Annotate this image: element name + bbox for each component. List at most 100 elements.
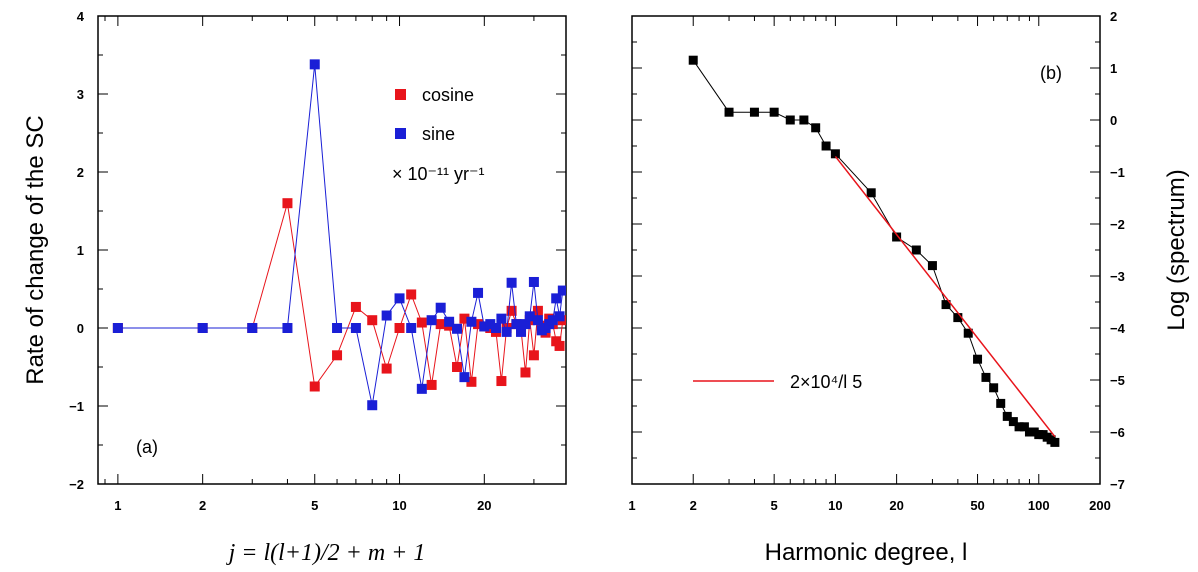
- panel-a-x-tick-labels: 1 2 5 10 20: [114, 498, 491, 513]
- panel-a: 1 2 5 10 20 −2 −1 0 1 2 3 4 cosine sine × 10⁻¹¹ yr…: [22, 9, 567, 566]
- data-point-sine: [381, 310, 392, 321]
- data-point-sine: [547, 315, 558, 326]
- series-line-spectrum: [692, 59, 1056, 443]
- legend-fit-label: 2×10⁴/l 5: [790, 372, 862, 392]
- data-point-spectrum: [1014, 422, 1024, 432]
- y-tick-label: 1: [77, 243, 84, 258]
- x-tick-label: 20: [889, 498, 903, 513]
- series-line-2-10-l-5: [834, 155, 1056, 438]
- data-point-spectrum: [911, 245, 921, 255]
- x-tick-label: 100: [1028, 498, 1050, 513]
- x-tick-label: 200: [1089, 498, 1111, 513]
- data-point-spectrum: [866, 188, 876, 198]
- data-point-sine: [459, 372, 470, 383]
- legend-sine-swatch: [395, 128, 406, 139]
- legend-sine-label: sine: [422, 124, 455, 144]
- data-point-spectrum: [1019, 422, 1029, 432]
- data-point-cosine: [532, 305, 543, 316]
- panel-b-y-axis-label: Log (spectrum): [1163, 169, 1190, 330]
- data-point-cosine: [309, 381, 320, 392]
- x-tick-label: 20: [477, 498, 491, 513]
- y-tick-label: −6: [1110, 425, 1125, 440]
- y-tick-label: −5: [1110, 373, 1125, 388]
- data-point-cosine: [466, 376, 477, 387]
- x-tick-label: 1: [628, 498, 635, 513]
- legend-unit-label: × 10⁻¹¹ yr⁻¹: [392, 164, 485, 184]
- y-tick-label: −2: [1110, 217, 1125, 232]
- data-point-sine: [516, 326, 527, 337]
- data-point-spectrum: [749, 107, 759, 117]
- data-point-spectrum: [1050, 437, 1060, 447]
- panel-b-x-axis-label: Harmonic degree, l: [765, 539, 968, 566]
- data-point-cosine: [496, 376, 507, 387]
- data-point-sine: [511, 319, 522, 330]
- y-tick-label: 4: [77, 9, 85, 24]
- data-point-cosine: [452, 362, 463, 372]
- data-point-sine: [416, 383, 427, 394]
- panel-b: 1 2 5 10 20 50 100 200 −7 −6 −5 −4 −3 −2 −1 0 1 2 2×10⁴/…: [628, 9, 1190, 566]
- data-point-spectrum: [953, 313, 963, 323]
- data-point-sine: [309, 59, 320, 70]
- legend-cosine-swatch: [395, 89, 406, 100]
- data-point-spectrum: [1029, 427, 1039, 437]
- x-tick-label: 2: [690, 498, 697, 513]
- data-point-sine: [485, 319, 496, 330]
- data-point-spectrum: [927, 261, 937, 271]
- data-point-sine: [496, 313, 507, 324]
- data-point-sine: [350, 323, 361, 333]
- y-tick-label: −1: [69, 399, 84, 414]
- data-point-cosine: [435, 319, 446, 330]
- panel-b-x-tick-labels: 1 2 5 10 20 50 100 200: [628, 498, 1110, 513]
- y-tick-label: −4: [1110, 321, 1126, 336]
- y-tick-label: 2: [77, 165, 84, 180]
- y-tick-label: −7: [1110, 477, 1125, 492]
- data-point-sine: [554, 311, 565, 322]
- data-point-sine: [520, 319, 531, 330]
- data-point-sine: [332, 323, 343, 333]
- data-point-cosine: [520, 367, 531, 378]
- data-point-sine: [473, 287, 484, 298]
- data-point-spectrum: [769, 107, 779, 117]
- data-point-sine: [490, 323, 501, 333]
- data-point-spectrum: [1024, 427, 1034, 437]
- data-point-sine: [444, 316, 455, 327]
- data-point-spectrum: [973, 354, 983, 364]
- x-tick-label: 10: [828, 498, 842, 513]
- y-tick-label: 3: [77, 87, 84, 102]
- data-point-sine: [426, 315, 437, 326]
- data-point-sine: [551, 293, 562, 304]
- data-point-cosine: [528, 350, 539, 361]
- data-point-spectrum: [941, 300, 951, 310]
- data-point-spectrum: [821, 141, 831, 151]
- data-point-cosine: [506, 305, 517, 316]
- data-point-sine: [452, 323, 463, 334]
- y-tick-label: 1: [1110, 61, 1117, 76]
- y-tick-label: 2: [1110, 9, 1117, 24]
- data-point-sine: [479, 321, 490, 332]
- data-point-cosine: [332, 350, 343, 361]
- y-tick-label: −2: [69, 477, 84, 492]
- panel-b-label: (b): [1040, 63, 1062, 83]
- data-point-spectrum: [724, 107, 734, 117]
- data-point-sine: [247, 323, 258, 333]
- data-point-spectrum: [785, 115, 795, 125]
- panel-a-frame: [97, 15, 567, 485]
- panel-b-plot-area: [688, 55, 1060, 447]
- x-tick-label: 2: [199, 498, 206, 513]
- data-point-spectrum: [1002, 411, 1012, 421]
- data-point-cosine: [554, 340, 565, 351]
- data-point-sine: [466, 316, 477, 327]
- x-tick-label: 5: [311, 498, 318, 513]
- data-point-sine: [282, 323, 293, 333]
- data-point-sine: [557, 285, 566, 296]
- panel-a-ticks: [98, 15, 566, 485]
- data-point-cosine: [459, 313, 470, 324]
- y-tick-label: 0: [1110, 113, 1117, 128]
- panel-b-y-tick-labels: −7 −6 −5 −4 −3 −2 −1 0 1 2: [1110, 9, 1126, 492]
- data-point-spectrum: [811, 123, 821, 133]
- panel-b-ticks: [631, 15, 1101, 485]
- panel-a-y-axis-label: Rate of change of the SC: [22, 115, 49, 385]
- data-point-sine: [406, 323, 417, 333]
- data-point-cosine: [282, 198, 293, 209]
- data-point-sine: [435, 302, 446, 313]
